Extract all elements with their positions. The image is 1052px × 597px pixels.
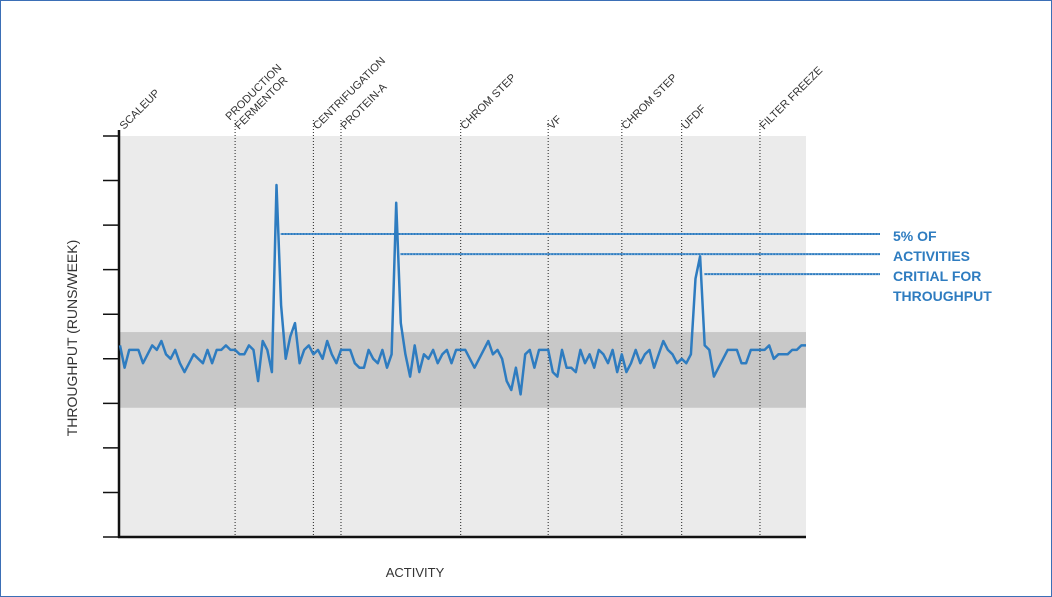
callout-text: 5% OF xyxy=(893,228,937,244)
y-axis-label: THROUGHPUT (RUNS/WEEK) xyxy=(64,240,80,437)
callout-text: THROUGHPUT xyxy=(893,288,992,304)
callout-text: CRITIAL FOR xyxy=(893,268,981,284)
callout-text: ACTIVITIES xyxy=(893,248,970,264)
x-axis-label: ACTIVITY xyxy=(386,565,445,580)
normal-band xyxy=(120,332,806,408)
throughput-line xyxy=(118,183,806,396)
